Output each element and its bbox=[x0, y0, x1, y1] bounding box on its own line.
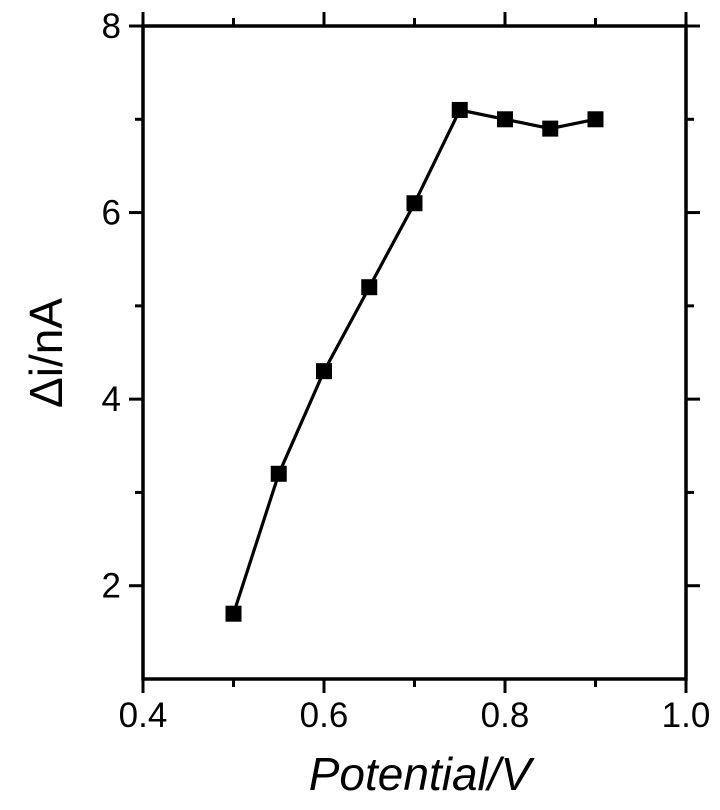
data-point-marker bbox=[451, 101, 468, 118]
x-tick-label: 0.6 bbox=[300, 696, 349, 735]
plot-frame bbox=[141, 24, 688, 681]
data-point-marker bbox=[270, 465, 287, 482]
data-point-marker bbox=[587, 111, 604, 128]
data-point-marker bbox=[497, 111, 513, 128]
y-tick-label: 4 bbox=[102, 380, 121, 419]
series-layer bbox=[225, 101, 604, 622]
y-tick-label: 2 bbox=[102, 567, 121, 606]
x-tick-label: 0.4 bbox=[119, 696, 168, 735]
x-axis-title: Potential/V bbox=[309, 748, 536, 800]
y-tick-label: 8 bbox=[102, 7, 121, 46]
data-point-marker bbox=[361, 279, 378, 296]
y-axis-title: Δi/nA bbox=[20, 298, 72, 408]
data-point-marker bbox=[316, 363, 332, 380]
y-tick-label: 6 bbox=[102, 194, 121, 233]
x-tick-label: 1.0 bbox=[662, 696, 711, 735]
data-point-marker bbox=[225, 605, 242, 622]
data-point-marker bbox=[542, 120, 559, 137]
data-point-marker bbox=[406, 195, 423, 212]
series-line bbox=[231, 108, 596, 615]
x-tick-label: 0.8 bbox=[481, 696, 530, 735]
tick-labels: 0.4 0.6 0.8 1.0 2 4 6 8 bbox=[102, 7, 711, 735]
axis-ticks bbox=[129, 12, 700, 693]
